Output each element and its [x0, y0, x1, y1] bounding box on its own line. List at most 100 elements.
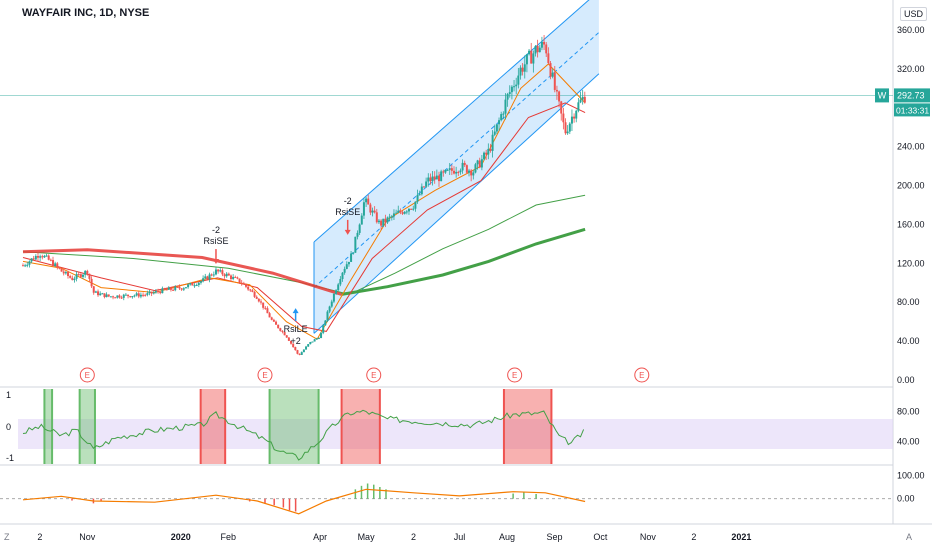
candle-body — [221, 270, 224, 275]
candle-body — [268, 313, 271, 318]
signal-arrow-up-head — [292, 308, 299, 314]
sma-200-line-declining — [22, 248, 343, 296]
candle-body — [562, 113, 565, 123]
candle-body — [459, 170, 462, 173]
candle-body — [41, 256, 44, 258]
candle-body — [169, 287, 172, 290]
candle-body — [262, 302, 265, 308]
candle-body — [568, 123, 571, 132]
candle-body — [212, 274, 215, 276]
candle-body — [429, 177, 432, 182]
candle-body — [311, 341, 314, 343]
candle-body — [154, 291, 157, 293]
candle-body — [150, 291, 153, 294]
candle-body — [82, 274, 85, 277]
candle-body — [525, 54, 528, 65]
candle-body — [92, 286, 95, 293]
candle-body — [139, 294, 142, 297]
histogram-tick-label: 100.00 — [897, 470, 925, 480]
candle-body — [371, 210, 374, 213]
rsi-line — [22, 409, 585, 461]
candle-body — [555, 89, 558, 92]
earnings-marker — [507, 367, 523, 383]
candles — [21, 35, 586, 356]
candle-body — [174, 286, 177, 291]
earnings-marker-label: E — [262, 371, 267, 380]
candle-body — [247, 286, 250, 290]
candle-body — [105, 294, 108, 298]
candle-body — [320, 332, 323, 339]
currency-button[interactable]: USD — [900, 7, 928, 21]
price-tag-symbol: W — [878, 90, 887, 100]
candle-body — [302, 349, 305, 353]
candle-body — [172, 289, 175, 291]
candle-body — [380, 220, 383, 226]
auto-scale-icon: A — [906, 532, 912, 542]
candle-body — [523, 64, 526, 72]
candle-body — [240, 282, 243, 284]
candle-body — [193, 285, 196, 287]
candle-body — [392, 213, 395, 217]
candle-body — [450, 168, 453, 171]
candle-body — [244, 283, 247, 287]
candle-body — [487, 148, 490, 155]
candle-body — [377, 220, 380, 223]
candle-body — [369, 204, 372, 213]
candle-body — [354, 236, 357, 253]
candle-body — [579, 99, 582, 103]
candle-body — [403, 211, 406, 214]
candle-body — [197, 282, 200, 286]
candle-body — [332, 293, 335, 302]
time-tick-label: Aug — [499, 532, 515, 542]
candle-body — [433, 176, 436, 180]
candle-body — [71, 277, 74, 281]
candle-body — [545, 44, 548, 54]
sma-200-line-rising — [341, 227, 586, 296]
candle-body — [504, 99, 507, 114]
candle-body — [335, 290, 338, 294]
candle-body — [257, 298, 260, 302]
chart-title: WAYFAIR INC, 1D, NYSE — [22, 7, 150, 19]
time-tick-label: 2020 — [171, 532, 191, 542]
candle-body — [133, 295, 136, 297]
candle-body — [184, 287, 187, 289]
candle-body — [367, 198, 370, 205]
candle-body — [56, 263, 59, 267]
candle-body — [225, 273, 228, 277]
candle-body — [442, 171, 445, 173]
candle-body — [330, 301, 333, 307]
candle-body — [564, 122, 567, 134]
candle-body — [165, 289, 168, 291]
candle-body — [210, 274, 213, 276]
candle-body — [229, 275, 232, 280]
candle-body — [395, 212, 398, 214]
time-tick-label: Jul — [454, 532, 466, 542]
candle-body — [112, 296, 115, 298]
candle-body — [472, 172, 475, 176]
candle-body — [328, 306, 331, 312]
regression-channel-fill — [314, 0, 599, 334]
signal-label: -2 — [344, 196, 352, 206]
candle-body — [86, 270, 89, 274]
candle-body — [566, 131, 569, 134]
signal-label: +2 — [290, 336, 300, 346]
signal-arrow-down-head — [212, 259, 219, 265]
rsi-left-label: 1 — [6, 390, 11, 400]
candle-body — [530, 50, 533, 64]
candle-body — [418, 194, 421, 196]
candle-body — [135, 293, 138, 296]
candle-body — [67, 272, 70, 277]
candle-body — [99, 293, 102, 296]
candle-body — [75, 274, 78, 279]
candle-body — [581, 96, 584, 100]
candle-body — [317, 338, 320, 340]
candle-body — [292, 343, 295, 348]
price-tick-label: 120.00 — [897, 258, 925, 268]
candle-body — [326, 311, 329, 321]
earnings-marker-label: E — [371, 371, 376, 380]
price-tick-label: 0.00 — [897, 375, 915, 385]
candle-body — [491, 134, 494, 151]
candle-body — [79, 274, 82, 277]
candle-body — [107, 294, 110, 297]
